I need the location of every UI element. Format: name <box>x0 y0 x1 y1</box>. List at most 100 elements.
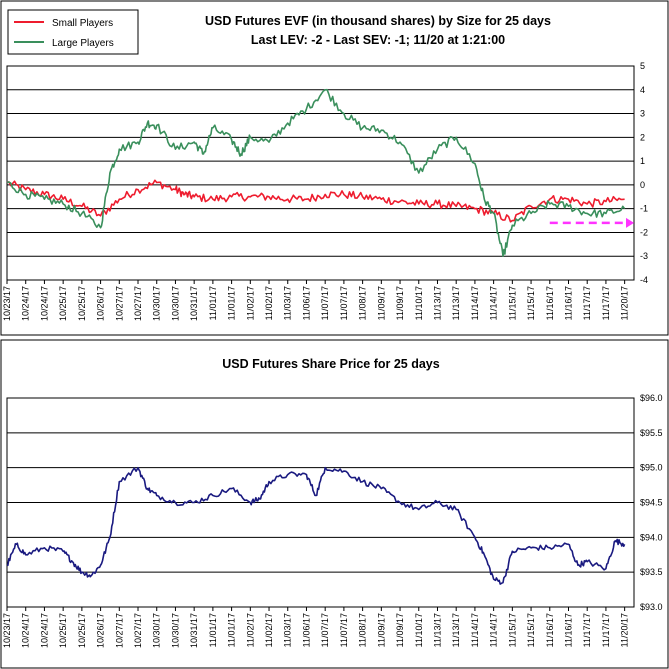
y-tick-label: $95.5 <box>640 428 663 438</box>
x-tick-label: 11/09/17 <box>376 286 386 320</box>
x-tick-label: 11/06/17 <box>301 613 311 647</box>
x-tick-label: 10/23/17 <box>2 286 12 321</box>
x-tick-label: 11/17/17 <box>582 613 592 647</box>
x-tick-label: 11/09/17 <box>395 613 405 647</box>
x-tick-label: 11/14/17 <box>489 613 499 647</box>
x-tick-label: 11/16/17 <box>563 613 573 647</box>
sev-reference-arrow <box>626 217 634 228</box>
x-tick-label: 10/24/17 <box>21 286 31 321</box>
evf-legend: Small Players Large Players <box>7 9 139 55</box>
price-chart-frame <box>0 339 669 669</box>
evf-chart-title: USD Futures EVF (in thousand shares) by … <box>205 14 551 28</box>
evf-chart-subtitle: Last LEV: -2 - Last SEV: -1; 11/20 at 1:… <box>251 33 505 47</box>
x-tick-label: 10/30/17 <box>170 613 180 648</box>
evf-plot-area: 5 4 3 2 1 0 -1 -2 -3 -4 10/23/17 10/24/17 10/24/17 10… <box>2 61 648 321</box>
x-tick-label: 11/07/17 <box>339 613 349 647</box>
x-tick-label: 11/07/17 <box>339 286 349 320</box>
x-tick-label: 10/30/17 <box>152 286 162 321</box>
x-tick-label: 11/02/17 <box>245 613 255 647</box>
evf-legend-box <box>7 9 139 55</box>
x-tick-label: 11/14/17 <box>470 286 480 320</box>
x-tick-label: 10/24/17 <box>39 613 49 648</box>
x-tick-label: 10/26/17 <box>96 613 106 648</box>
legend-label-large-players: Large Players <box>52 38 114 49</box>
x-tick-label: 11/14/17 <box>489 286 499 320</box>
x-tick-label: 11/13/17 <box>451 286 461 320</box>
x-tick-label: 11/02/17 <box>245 286 255 320</box>
series-line-price <box>6 466 626 585</box>
y-tick-label: $94.5 <box>640 498 663 508</box>
x-tick-label: 11/15/17 <box>507 613 517 647</box>
plot-border <box>6 397 635 608</box>
y-tick-label: 5 <box>640 61 645 71</box>
x-tick-label: 11/13/17 <box>432 286 442 320</box>
x-tick-label: 11/09/17 <box>376 613 386 647</box>
x-tick-label: 11/10/17 <box>414 613 424 647</box>
x-tick-label: 10/27/17 <box>133 286 143 321</box>
y-tick-label: 4 <box>640 85 645 95</box>
x-tick-label: 11/08/17 <box>358 613 368 647</box>
x-tick-label: 11/01/17 <box>208 613 218 647</box>
plot-border <box>6 65 635 281</box>
price-plot-area: $96.0 $95.5 $95.0 $94.5 $94.0 $93.5 $93.0 10/23… <box>2 393 663 648</box>
x-tick-label: 11/01/17 <box>208 286 218 320</box>
y-tick-label: 2 <box>640 132 645 142</box>
x-tick-label: 10/27/17 <box>114 613 124 648</box>
x-tick-label: 11/09/17 <box>395 286 405 320</box>
x-tick-label: 11/02/17 <box>264 613 274 647</box>
x-tick-label: 11/16/17 <box>563 286 573 320</box>
x-tick-label: 11/20/17 <box>620 286 630 320</box>
y-tick-label: -1 <box>640 204 648 214</box>
y-tick-label: $96.0 <box>640 393 663 403</box>
series-line-small-players <box>6 179 625 223</box>
x-tick-label: 11/17/17 <box>601 286 611 320</box>
x-tick-label: 10/23/17 <box>2 613 12 648</box>
x-tick-label: 11/15/17 <box>507 286 517 320</box>
x-tick-label: 10/27/17 <box>133 613 143 648</box>
x-tick-label: 11/03/17 <box>283 613 293 647</box>
x-tick-label: 11/13/17 <box>451 613 461 647</box>
x-tick-label: 11/15/17 <box>526 286 536 320</box>
y-tick-label: $94.0 <box>640 532 663 542</box>
y-tick-label: -4 <box>640 275 648 285</box>
legend-label-small-players: Small Players <box>52 18 113 29</box>
series-line-large-players <box>6 88 626 258</box>
x-tick-label: 11/10/17 <box>414 286 424 320</box>
price-chart-title: USD Futures Share Price for 25 days <box>222 357 439 371</box>
x-tick-label: 11/14/17 <box>470 613 480 647</box>
y-tick-label: $93.0 <box>640 602 663 612</box>
x-tick-label: 10/25/17 <box>58 613 68 648</box>
x-tick-label: 11/02/17 <box>264 286 274 320</box>
x-tick-label: 10/24/17 <box>39 286 49 321</box>
price-chart: USD Futures Share Price for 25 days $96.… <box>0 339 669 669</box>
x-tick-label: 10/31/17 <box>189 613 199 648</box>
x-tick-label: 11/17/17 <box>601 613 611 647</box>
x-tick-label: 11/01/17 <box>227 613 237 647</box>
evf-chart: USD Futures EVF (in thousand shares) by … <box>0 0 669 336</box>
x-tick-label: 11/15/17 <box>526 613 536 647</box>
x-tick-label: 10/25/17 <box>77 286 87 321</box>
x-tick-label: 11/07/17 <box>320 286 330 320</box>
y-tick-label: -2 <box>640 227 648 237</box>
x-tick-label: 10/27/17 <box>114 286 124 321</box>
x-tick-label: 10/30/17 <box>170 286 180 321</box>
x-tick-label: 10/26/17 <box>96 286 106 321</box>
x-tick-label: 11/20/17 <box>620 613 630 647</box>
x-tick-label: 11/16/17 <box>545 613 555 647</box>
y-tick-label: 1 <box>640 156 645 166</box>
x-tick-label: 11/03/17 <box>283 286 293 320</box>
x-tick-label: 10/25/17 <box>58 286 68 321</box>
x-tick-label: 11/13/17 <box>432 613 442 647</box>
x-tick-label: 11/17/17 <box>582 286 592 320</box>
y-tick-label: 3 <box>640 109 645 119</box>
x-tick-label: 11/01/17 <box>227 286 237 320</box>
x-tick-label: 11/16/17 <box>545 286 555 320</box>
x-tick-label: 10/24/17 <box>21 613 31 648</box>
x-tick-label: 10/25/17 <box>77 613 87 648</box>
y-tick-label: $93.5 <box>640 567 663 577</box>
y-tick-label: $95.0 <box>640 463 663 473</box>
y-tick-label: -3 <box>640 251 648 261</box>
x-tick-label: 11/07/17 <box>320 613 330 647</box>
x-tick-label: 11/06/17 <box>301 286 311 320</box>
